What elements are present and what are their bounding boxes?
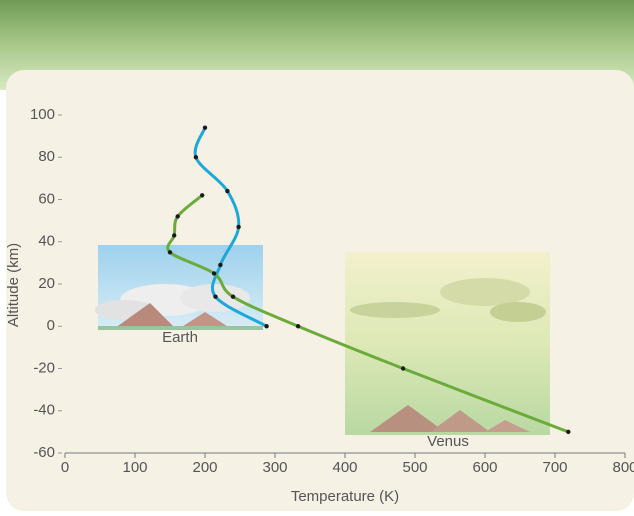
y-tick-label: -60 <box>33 444 55 461</box>
point <box>203 125 207 129</box>
x-tick-label: 200 <box>192 459 217 476</box>
x-axis-label: Temperature (K) <box>291 488 399 505</box>
y-tick-label: 100 <box>30 106 55 123</box>
point <box>401 366 405 370</box>
point <box>296 324 300 328</box>
point <box>168 250 172 254</box>
y-tick-label: -40 <box>33 402 55 419</box>
point <box>218 263 222 267</box>
page: {"chart_data": {"type": "line", "x_label… <box>0 0 634 511</box>
point <box>172 233 176 237</box>
point <box>200 193 204 197</box>
point <box>236 225 240 229</box>
y-tick-label: 20 <box>38 275 55 292</box>
point <box>176 214 180 218</box>
x-tick-label: 500 <box>402 459 427 476</box>
y-tick-label: 40 <box>38 233 55 250</box>
point <box>231 294 235 298</box>
x-tick-label: 800 <box>612 459 634 476</box>
point <box>212 271 216 275</box>
point <box>225 189 229 193</box>
y-tick-label: 0 <box>47 317 55 334</box>
point <box>264 324 268 328</box>
x-tick-label: 0 <box>61 459 69 476</box>
x-tick-label: 600 <box>472 459 497 476</box>
x-tick-label: 700 <box>542 459 567 476</box>
venus-illustration <box>345 252 550 435</box>
x-tick-label: 400 <box>332 459 357 476</box>
point <box>213 294 217 298</box>
x-tick-label: 100 <box>122 459 147 476</box>
y-tick-label: 60 <box>38 190 55 207</box>
chart: Earth Venus Temperature (K) Altitude (km… <box>0 0 634 511</box>
point <box>566 430 570 434</box>
earth-label: Earth <box>162 329 198 346</box>
x-tick-label: 300 <box>262 459 287 476</box>
y-tick-label: -20 <box>33 359 55 376</box>
venus-label: Venus <box>427 433 469 450</box>
y-tick-label: 80 <box>38 148 55 165</box>
point <box>194 155 198 159</box>
y-axis-label: Altitude (km) <box>5 243 22 327</box>
